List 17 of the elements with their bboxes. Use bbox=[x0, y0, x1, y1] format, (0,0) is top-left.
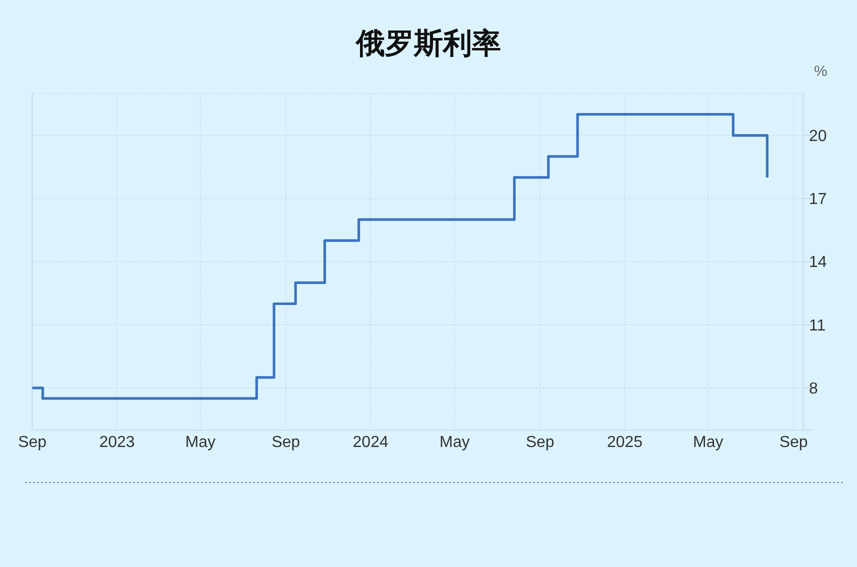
x-tick-label: May bbox=[440, 434, 470, 451]
y-tick-label: 17 bbox=[809, 191, 827, 208]
x-tick-label: May bbox=[185, 434, 216, 451]
x-tick-label: Sep bbox=[18, 434, 47, 451]
ylabel: % bbox=[814, 63, 828, 80]
x-tick-label: 2023 bbox=[99, 434, 135, 451]
x-tick-label: Sep bbox=[526, 434, 554, 451]
y-tick-label: 11 bbox=[809, 317, 826, 334]
x-tick-label: 2024 bbox=[352, 434, 388, 451]
title: 俄罗斯利率 bbox=[356, 28, 501, 60]
x-tick-label: Sep bbox=[779, 434, 808, 451]
x-tick-label: 2025 bbox=[607, 434, 643, 451]
y-tick-label: 20 bbox=[809, 128, 827, 145]
y-tick-label: 14 bbox=[809, 254, 827, 272]
y-tick-label: 8 bbox=[809, 380, 818, 398]
x-tick-label: Sep bbox=[272, 434, 300, 451]
x-tick-label: May bbox=[693, 434, 724, 451]
